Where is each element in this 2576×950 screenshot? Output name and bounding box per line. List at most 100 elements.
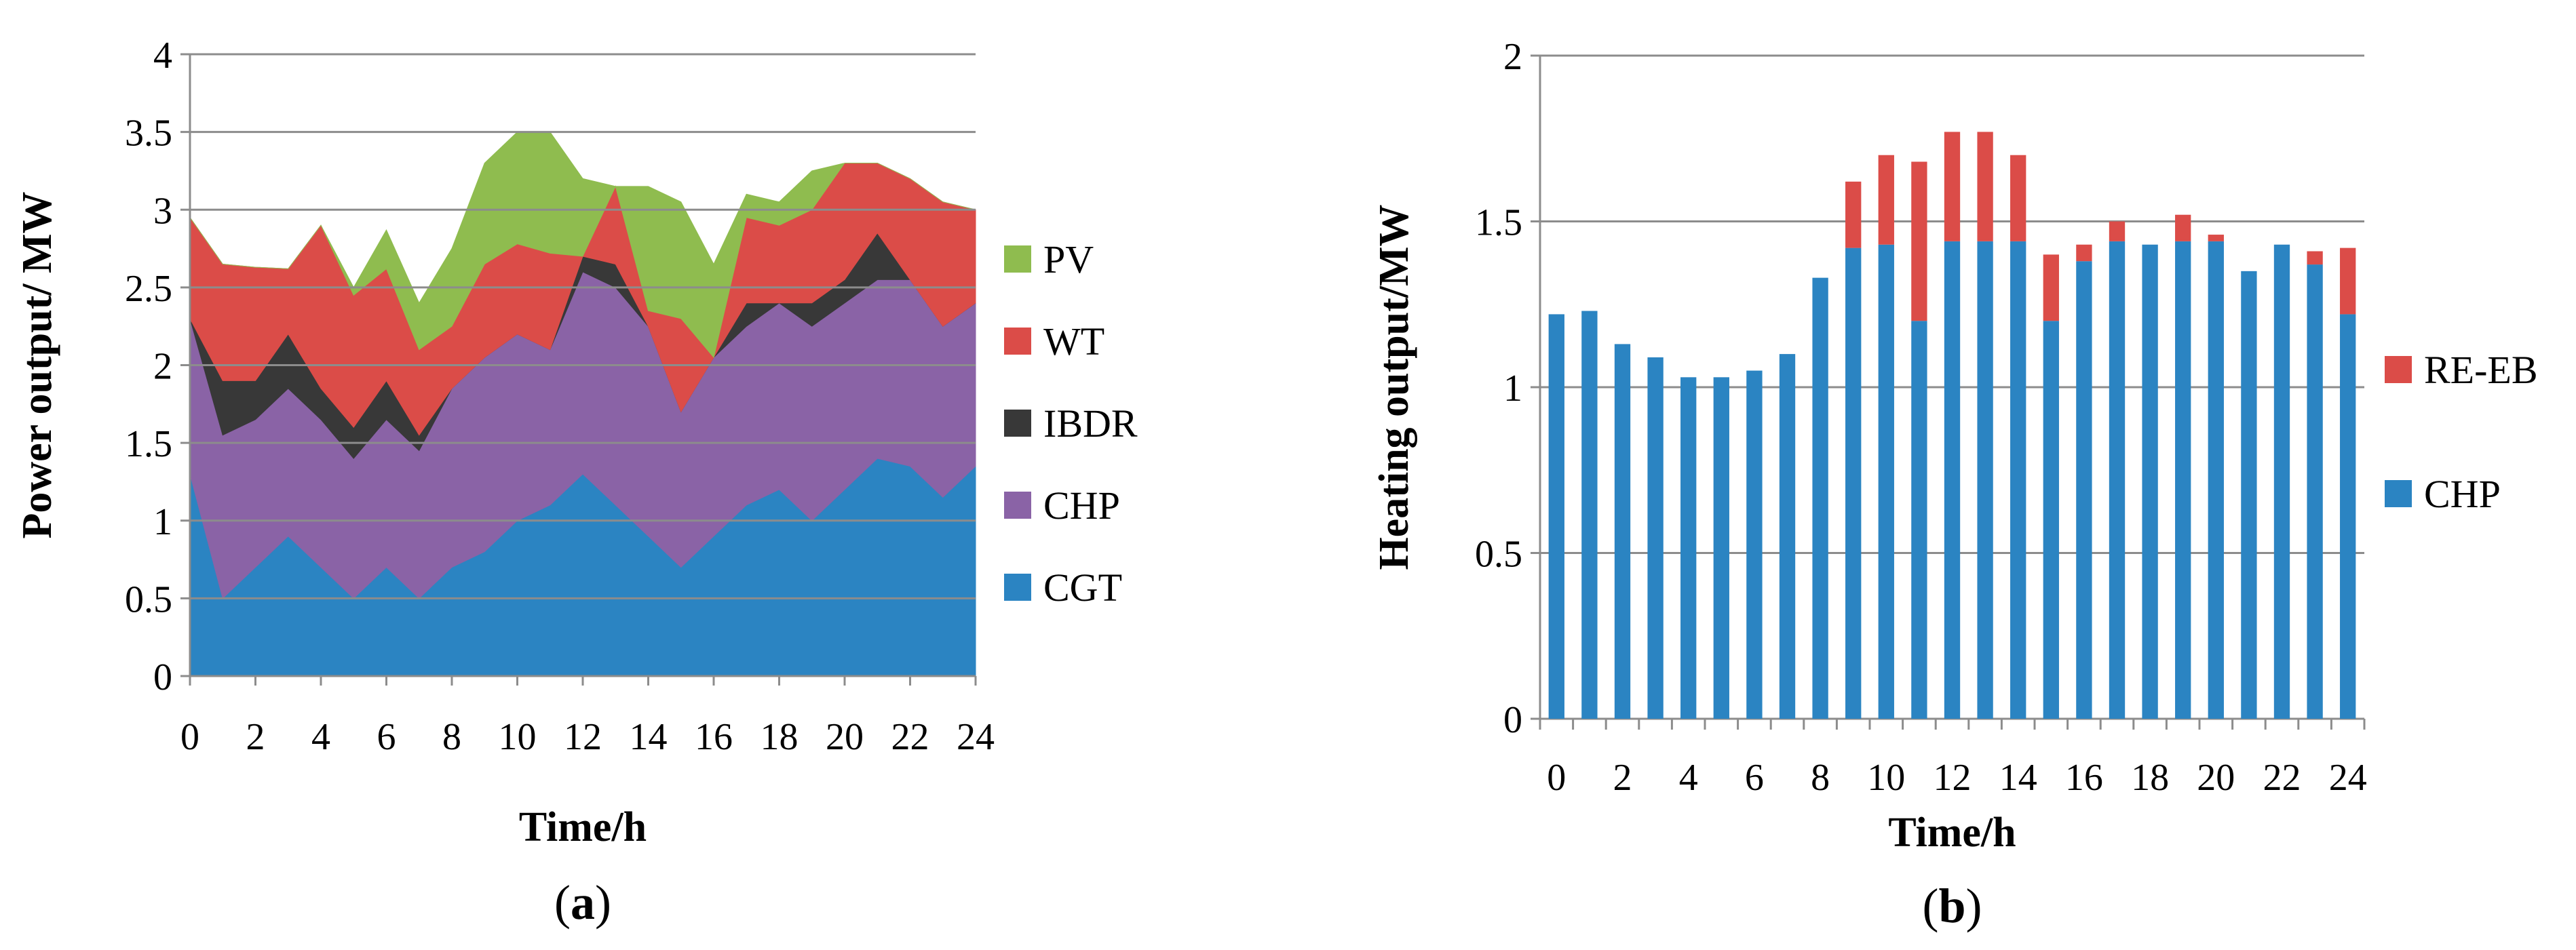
figure-caption: (a) <box>554 875 611 930</box>
y-tick-label: 1 <box>1503 368 1522 410</box>
y-tick-label: 1 <box>153 501 172 543</box>
x-axis-title: Time/h <box>1888 810 2016 856</box>
bar-re-eb-20 <box>2208 235 2224 241</box>
y-tick-label: 1.5 <box>1475 202 1522 244</box>
bar-chp-15 <box>2043 321 2059 719</box>
x-tick-label: 18 <box>761 716 799 758</box>
x-tick-label: 0 <box>1547 757 1566 799</box>
bar-re-eb-13 <box>1977 132 1993 241</box>
y-axis-title: Heating output/MW <box>1371 204 1417 570</box>
x-tick-label: 22 <box>891 716 929 758</box>
x-tick-label: 8 <box>1811 757 1830 799</box>
x-tick-label: 0 <box>180 716 199 758</box>
bar-chp-18 <box>2142 244 2158 719</box>
caption-letter: b <box>1938 879 1965 933</box>
x-tick-label: 16 <box>695 716 733 758</box>
y-tick-label: 2 <box>1503 36 1522 78</box>
x-tick-label: 8 <box>442 716 461 758</box>
caption-letter: a <box>571 875 595 930</box>
bar-chp-16 <box>2076 261 2092 719</box>
bar-re-eb-16 <box>2076 244 2092 262</box>
bar-chp-2 <box>1614 344 1631 719</box>
stacked-bars <box>1548 132 2356 719</box>
y-tick-label: 3.5 <box>125 113 172 155</box>
x-tick-label: 12 <box>1934 757 1972 799</box>
x-tick-label: 10 <box>1867 757 1905 799</box>
bar-re-eb-10 <box>1878 155 1894 245</box>
bar-chp-23 <box>2307 264 2323 719</box>
y-tick-label: 4 <box>153 35 172 77</box>
legend-label-ibdr: IBDR <box>1043 401 1138 446</box>
bar-chp-3 <box>1647 357 1664 719</box>
bar-chp-22 <box>2273 244 2290 719</box>
bar-chp-6 <box>1746 370 1763 719</box>
x-axis-title: Time/h <box>519 804 647 850</box>
bar-chp-7 <box>1779 354 1796 719</box>
x-tick-label: 6 <box>1745 757 1764 799</box>
caption-close-paren: ) <box>595 875 611 930</box>
chart-b-heating-output: 0 0.5 1 1.5 2 Time/h Heating output/MW (b) RE-EB… <box>1371 36 2538 933</box>
y-tick-label: 0.5 <box>1475 534 1522 576</box>
y-axis-title: Power output/ MW <box>14 191 60 538</box>
bar-chp-0 <box>1548 314 1564 719</box>
x-tick-label: 2 <box>246 716 265 758</box>
stacked-areas <box>189 132 976 677</box>
bar-re-eb-23 <box>2307 251 2323 265</box>
bar-re-eb-15 <box>2043 254 2059 321</box>
bar-chp-20 <box>2208 241 2224 719</box>
x-tick-label: 4 <box>1679 757 1698 799</box>
y-tick-label: 0 <box>153 656 172 698</box>
legend-swatch-chp <box>2385 480 2412 507</box>
bar-chp-5 <box>1713 377 1729 719</box>
legend-swatch-cgt <box>1004 574 1031 601</box>
y-tick-label: 0 <box>1503 699 1522 741</box>
bar-re-eb-9 <box>1845 181 1862 248</box>
x-tick-label: 14 <box>630 716 668 758</box>
bar-re-eb-14 <box>2010 155 2026 241</box>
bar-chp-9 <box>1845 248 1862 719</box>
legend-label-chp: CHP <box>1043 483 1120 528</box>
legend-swatch-re-eb <box>2385 356 2412 383</box>
x-tick-label: 24 <box>957 716 995 758</box>
bar-chp-10 <box>1878 244 1894 719</box>
x-tick-label: 22 <box>2263 757 2301 799</box>
x-tick-label: 16 <box>2065 757 2103 799</box>
bar-chp-11 <box>1911 321 1927 719</box>
legend-swatch-pv <box>1004 245 1031 273</box>
x-tick-label: 18 <box>2131 757 2169 799</box>
bar-re-eb-12 <box>1944 132 1961 241</box>
legend-swatch-wt <box>1004 328 1031 355</box>
x-tick-label: 2 <box>1613 757 1632 799</box>
x-tick-label: 12 <box>564 716 602 758</box>
bar-re-eb-11 <box>1911 161 1927 321</box>
caption-open-paren: ( <box>554 875 571 930</box>
legend-label-pv: PV <box>1043 237 1094 281</box>
bar-chp-1 <box>1581 311 1598 719</box>
x-tick-label: 4 <box>311 716 330 758</box>
bar-re-eb-19 <box>2175 214 2191 241</box>
x-tick-label: 20 <box>826 716 864 758</box>
bar-chp-8 <box>1812 277 1828 719</box>
bar-chp-4 <box>1680 377 1697 719</box>
x-tick-label: 14 <box>1999 757 2037 799</box>
bar-chp-21 <box>2241 271 2257 719</box>
bar-chp-13 <box>1977 241 1993 719</box>
legend-label-wt: WT <box>1043 319 1104 363</box>
legend-label-cgt: CGT <box>1043 566 1122 610</box>
x-tick-label: 24 <box>2329 757 2367 799</box>
legend-swatch-ibdr <box>1004 410 1031 437</box>
bar-chp-14 <box>2010 241 2026 719</box>
y-tick-label: 2.5 <box>125 268 172 310</box>
bar-re-eb-24 <box>2340 248 2356 315</box>
y-tick-label: 0.5 <box>125 578 172 620</box>
bar-chp-19 <box>2175 241 2191 719</box>
figure-caption: (b) <box>1922 879 1982 933</box>
y-tick-label: 2 <box>153 346 172 388</box>
y-tick-label: 3 <box>153 190 172 232</box>
bar-re-eb-17 <box>2109 221 2126 241</box>
legend-swatch-chp <box>1004 492 1031 519</box>
caption-open-paren: ( <box>1922 879 1938 933</box>
x-tick-label: 6 <box>377 716 396 758</box>
x-tick-label: 10 <box>499 716 537 758</box>
